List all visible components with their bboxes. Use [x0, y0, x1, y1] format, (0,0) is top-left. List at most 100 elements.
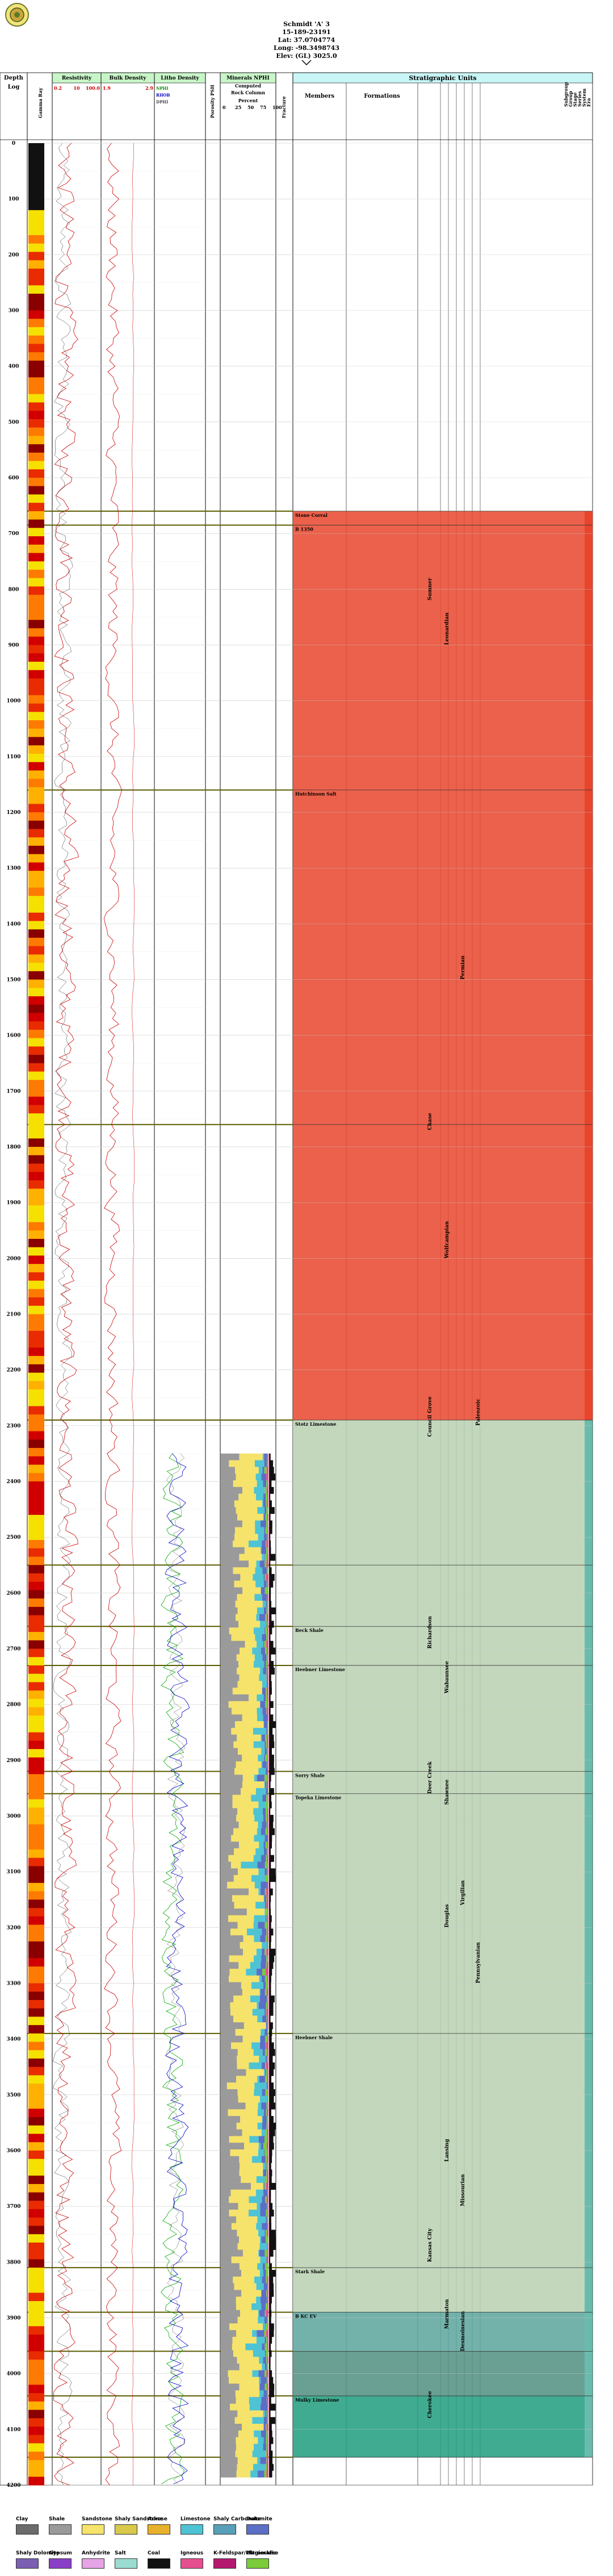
- rock-composition-bar: [258, 1755, 264, 1762]
- legend-label: K-Feldspar/Plagioclase: [213, 2550, 279, 2556]
- rock-composition-bar: [263, 1513, 266, 1521]
- rock-composition-bar: [267, 1621, 268, 1628]
- gamma-band: [28, 419, 44, 428]
- rock-composition-bar: [266, 1487, 268, 1494]
- gamma-band: [28, 1849, 44, 1859]
- gamma-band: [28, 779, 44, 788]
- porosity-bar: [269, 2417, 276, 2424]
- rock-composition-bar: [257, 2122, 262, 2130]
- rock-composition-bar: [265, 1935, 267, 1943]
- gamma-band: [28, 912, 44, 921]
- well-api: 15-189-23191: [282, 28, 331, 36]
- porosity-bar: [269, 1587, 271, 1594]
- rock-composition-bar: [239, 1453, 263, 1460]
- rock-composition-bar: [265, 1842, 268, 1849]
- rock-composition-bar: [233, 1848, 256, 1856]
- rock-composition-bar: [266, 2290, 267, 2297]
- rock-composition-bar: [264, 2028, 268, 2036]
- gamma-band: [28, 2351, 44, 2360]
- porosity-bar: [269, 1842, 272, 1849]
- rock-composition-bar: [262, 1681, 267, 1688]
- legend-label: Coal: [148, 2550, 160, 2556]
- gamma-band: [28, 2016, 44, 2026]
- depth-tick: 600: [9, 475, 19, 481]
- rock-composition-bar: [221, 1714, 242, 1722]
- rock-composition-bar: [221, 1460, 229, 1467]
- rock-composition-bar: [267, 1741, 268, 1748]
- gamma-label: Gamma Ray: [37, 87, 43, 118]
- porosity-bar: [269, 1888, 273, 1896]
- rock-composition-bar: [266, 2330, 268, 2337]
- rock-composition-bar: [258, 1534, 264, 1541]
- porosity-bar: [269, 1761, 274, 1768]
- rock-composition-bar: [221, 2049, 238, 2056]
- porosity-bar: [269, 2035, 272, 2043]
- porosity-bar: [269, 2377, 274, 2384]
- porosity-bar: [269, 1948, 276, 1956]
- gamma-band: [28, 1439, 44, 1448]
- rock-composition-bar: [259, 2249, 265, 2257]
- legend-label: Shaly Sandstone: [115, 2516, 163, 2522]
- rock-composition-bar: [235, 1467, 259, 1474]
- gamma-band: [28, 804, 44, 813]
- gamma-band: [28, 1138, 44, 1147]
- rock-composition-bar: [221, 2182, 251, 2190]
- rock-composition-bar: [267, 1627, 268, 1635]
- rock-composition-bar: [255, 1788, 266, 1795]
- gamma-band: [28, 687, 44, 696]
- rock-composition-bar: [262, 1948, 265, 1956]
- rock-composition-bar: [228, 1915, 254, 1922]
- rock-composition-bar: [221, 1908, 247, 1916]
- rock-tick: 25: [235, 105, 241, 110]
- gamma-band: [28, 820, 44, 829]
- porosity-bar: [269, 2182, 276, 2190]
- rock-composition-bar: [264, 1868, 267, 1876]
- rock-composition-bar: [258, 1768, 266, 1775]
- gamma-band: [28, 1255, 44, 1264]
- gamma-band: [28, 988, 44, 997]
- rock-composition-bar: [261, 1647, 266, 1655]
- strat-unit-label: Richardson: [427, 1616, 433, 1649]
- porosity-bar: [269, 1527, 272, 1534]
- rock-composition-bar: [267, 1714, 268, 1722]
- porosity-bar: [269, 1935, 271, 1943]
- porosity-bar: [269, 1962, 274, 1969]
- porosity-bar: [269, 1982, 271, 1989]
- rock-composition-bar: [259, 2056, 266, 2063]
- rock-composition-bar: [234, 2417, 253, 2424]
- rock-composition-bar: [221, 2470, 237, 2478]
- rock-composition-bar: [267, 2109, 268, 2116]
- gamma-band: [28, 569, 44, 579]
- gamma-band: [28, 310, 44, 319]
- rock-composition-bar: [221, 1868, 238, 1876]
- period-label: Subgroup: [563, 82, 569, 107]
- gamma-band: [28, 1180, 44, 1189]
- rock-composition-bar: [264, 2136, 267, 2143]
- gamma-band: [28, 2234, 44, 2243]
- gamma-band: [28, 1531, 44, 1540]
- rock-composition-bar: [260, 2403, 268, 2411]
- rock-composition-bar: [263, 1694, 266, 1702]
- rock-composition-bar: [221, 1701, 229, 1708]
- rock-composition-bar: [227, 1881, 255, 1889]
- rock-composition-bar: [266, 1962, 267, 1969]
- depth-tick: 2300: [6, 1423, 20, 1429]
- rock-composition-bar: [257, 2015, 263, 2023]
- rock-composition-bar: [262, 1453, 264, 1460]
- porosity-bar: [269, 2336, 272, 2344]
- depth-tick: 2200: [6, 1368, 20, 1373]
- rock-composition-bar: [261, 1547, 267, 1554]
- gamma-band: [28, 285, 44, 294]
- gamma-band: [28, 2167, 44, 2176]
- gamma-band: [28, 469, 44, 478]
- strat-unit-label: Council Grove: [427, 1396, 433, 1437]
- rock-composition-bar: [237, 2243, 260, 2251]
- rock-composition-bar: [221, 2310, 240, 2317]
- rock-composition-bar: [237, 1667, 260, 1675]
- rock-composition-bar: [260, 2457, 267, 2464]
- rock-composition-bar: [265, 1701, 268, 1708]
- lithology-legend: Clay Shale Sandstone Shaly Sandstone Arkose L…: [0, 2499, 613, 2576]
- rock-composition-bar: [267, 1755, 268, 1762]
- rock-composition-bar: [264, 2470, 267, 2478]
- porosity-bar: [269, 2370, 272, 2377]
